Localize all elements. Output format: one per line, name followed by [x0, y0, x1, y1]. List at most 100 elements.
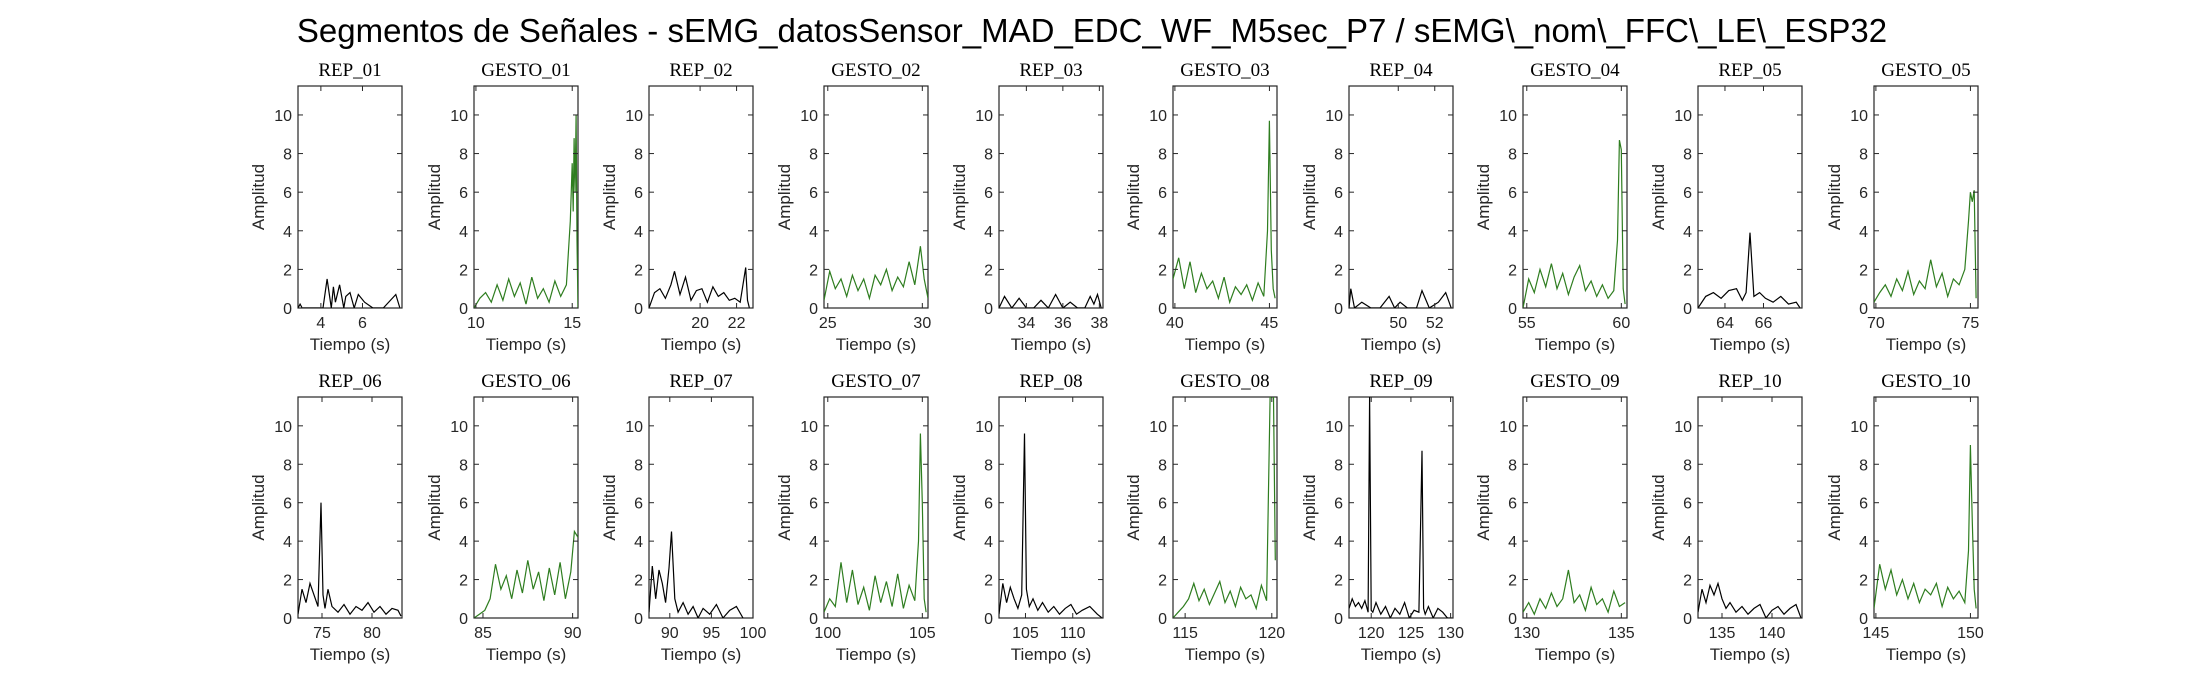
subplot-rep-08: 0 2 4 6 8 10 105 110 REP_08 Tiempo (s) Amplitud [950, 371, 1104, 664]
subplot-title: REP_04 [1369, 60, 1433, 81]
x-axis-label: Tiempo (s) [310, 645, 391, 664]
y-tick-label: 0 [809, 611, 818, 628]
y-tick-label: 2 [1334, 573, 1343, 590]
y-tick-label: 0 [459, 301, 468, 318]
subplot-title: GESTO_05 [1881, 60, 1970, 81]
y-tick-label: 2 [1859, 262, 1868, 279]
subplot-title: GESTO_04 [1530, 60, 1620, 81]
axes-box [823, 85, 929, 309]
x-tick-label: 135 [1608, 625, 1635, 642]
x-tick-label: 75 [313, 625, 331, 642]
y-tick-label: 6 [283, 496, 292, 513]
x-tick-label: 85 [474, 625, 492, 642]
x-tick-label: 125 [1398, 625, 1425, 642]
x-axis-label: Tiempo (s) [1535, 335, 1616, 354]
y-tick-label: 0 [1859, 301, 1868, 318]
y-tick-label: 2 [1859, 573, 1868, 590]
y-axis-label: Amplitud [600, 164, 619, 230]
y-tick-label: 8 [809, 457, 818, 474]
x-axis-label: Tiempo (s) [486, 335, 567, 354]
signal-series-line [1874, 444, 1977, 609]
y-tick-label: 8 [283, 457, 292, 474]
y-tick-label: 10 [1674, 419, 1692, 436]
subplot-title: GESTO_06 [481, 371, 570, 392]
subplot-gesto-04: 0 2 4 6 8 10 55 60 GESTO_04 Tiempo (s) Amplitud [1474, 60, 1630, 354]
x-tick-label: 25 [819, 315, 837, 332]
x-tick-label: 55 [1518, 315, 1536, 332]
y-axis-label: Amplitud [1300, 474, 1319, 540]
subplot-title: REP_02 [669, 60, 732, 81]
x-axis-label: Tiempo (s) [661, 335, 742, 354]
y-tick-label: 6 [634, 496, 643, 513]
axes-box [297, 396, 403, 619]
y-tick-label: 4 [809, 224, 818, 241]
signal-series-line [298, 502, 402, 617]
signal-series-line [649, 267, 750, 308]
y-axis-label: Amplitud [1825, 164, 1844, 230]
x-tick-label: 70 [1867, 315, 1885, 332]
y-tick-label: 0 [984, 301, 993, 318]
x-tick-label: 100 [814, 625, 841, 642]
y-axis-label: Amplitud [775, 474, 794, 540]
x-tick-label: 64 [1716, 315, 1734, 332]
y-tick-label: 0 [809, 301, 818, 318]
subplot-title: GESTO_09 [1530, 371, 1619, 392]
y-tick-label: 10 [975, 419, 993, 436]
y-tick-label: 4 [283, 534, 292, 551]
axes-box [1697, 396, 1803, 619]
axes-box [473, 396, 579, 619]
y-tick-label: 0 [1508, 301, 1517, 318]
y-tick-label: 8 [984, 457, 993, 474]
y-tick-label: 10 [274, 419, 292, 436]
y-axis-label: Amplitud [600, 474, 619, 540]
y-tick-label: 4 [459, 534, 468, 551]
signal-series-line [1523, 139, 1626, 308]
subplot-title: GESTO_08 [1180, 371, 1269, 392]
x-tick-label: 100 [740, 625, 767, 642]
y-tick-label: 6 [984, 185, 993, 202]
y-tick-label: 4 [1859, 534, 1868, 551]
x-tick-label: 105 [1012, 625, 1039, 642]
x-axis-label: Tiempo (s) [836, 335, 917, 354]
y-tick-label: 4 [1508, 224, 1517, 241]
subplot-title: REP_07 [669, 371, 732, 392]
x-tick-label: 6 [358, 315, 367, 332]
y-tick-label: 2 [809, 573, 818, 590]
y-axis-label: Amplitud [249, 164, 268, 230]
signal-series-line [1698, 232, 1801, 308]
signal-series-line [1523, 569, 1626, 616]
y-axis-label: Amplitud [1825, 474, 1844, 540]
y-tick-label: 10 [1499, 419, 1517, 436]
y-tick-label: 2 [809, 262, 818, 279]
subplot-title: GESTO_07 [831, 371, 920, 392]
y-axis-label: Amplitud [1300, 164, 1319, 230]
y-axis-label: Amplitud [1649, 164, 1668, 230]
x-tick-label: 52 [1426, 315, 1444, 332]
signal-series-line [824, 433, 927, 613]
y-tick-label: 4 [809, 534, 818, 551]
y-tick-label: 0 [1334, 611, 1343, 628]
x-axis-label: Tiempo (s) [1710, 335, 1791, 354]
x-tick-label: 95 [703, 625, 721, 642]
axes-box [473, 85, 579, 309]
y-tick-label: 10 [1325, 419, 1343, 436]
x-tick-label: 115 [1172, 625, 1198, 642]
y-tick-label: 10 [1149, 419, 1167, 436]
x-axis-label: Tiempo (s) [1361, 335, 1442, 354]
y-tick-label: 2 [984, 262, 993, 279]
subplot-rep-06: 0 2 4 6 8 10 75 80 REP_06 Tiempo (s) Amplitud [249, 371, 403, 664]
signal-series-line [1173, 120, 1276, 305]
x-tick-label: 10 [467, 315, 485, 332]
y-tick-label: 8 [1859, 457, 1868, 474]
y-tick-label: 10 [800, 108, 818, 125]
x-tick-label: 90 [564, 625, 582, 642]
signal-series-line [1698, 581, 1802, 618]
subplot-title: REP_03 [1019, 60, 1082, 81]
y-tick-label: 10 [274, 108, 292, 125]
y-tick-label: 4 [984, 224, 993, 241]
x-tick-label: 66 [1755, 315, 1773, 332]
subplot-rep-07: 0 2 4 6 8 10 90 95 100 REP_07 Tiempo (s) Amplitud [600, 371, 766, 664]
y-tick-label: 2 [283, 262, 292, 279]
y-tick-label: 10 [1674, 108, 1692, 125]
y-tick-label: 6 [1334, 185, 1343, 202]
